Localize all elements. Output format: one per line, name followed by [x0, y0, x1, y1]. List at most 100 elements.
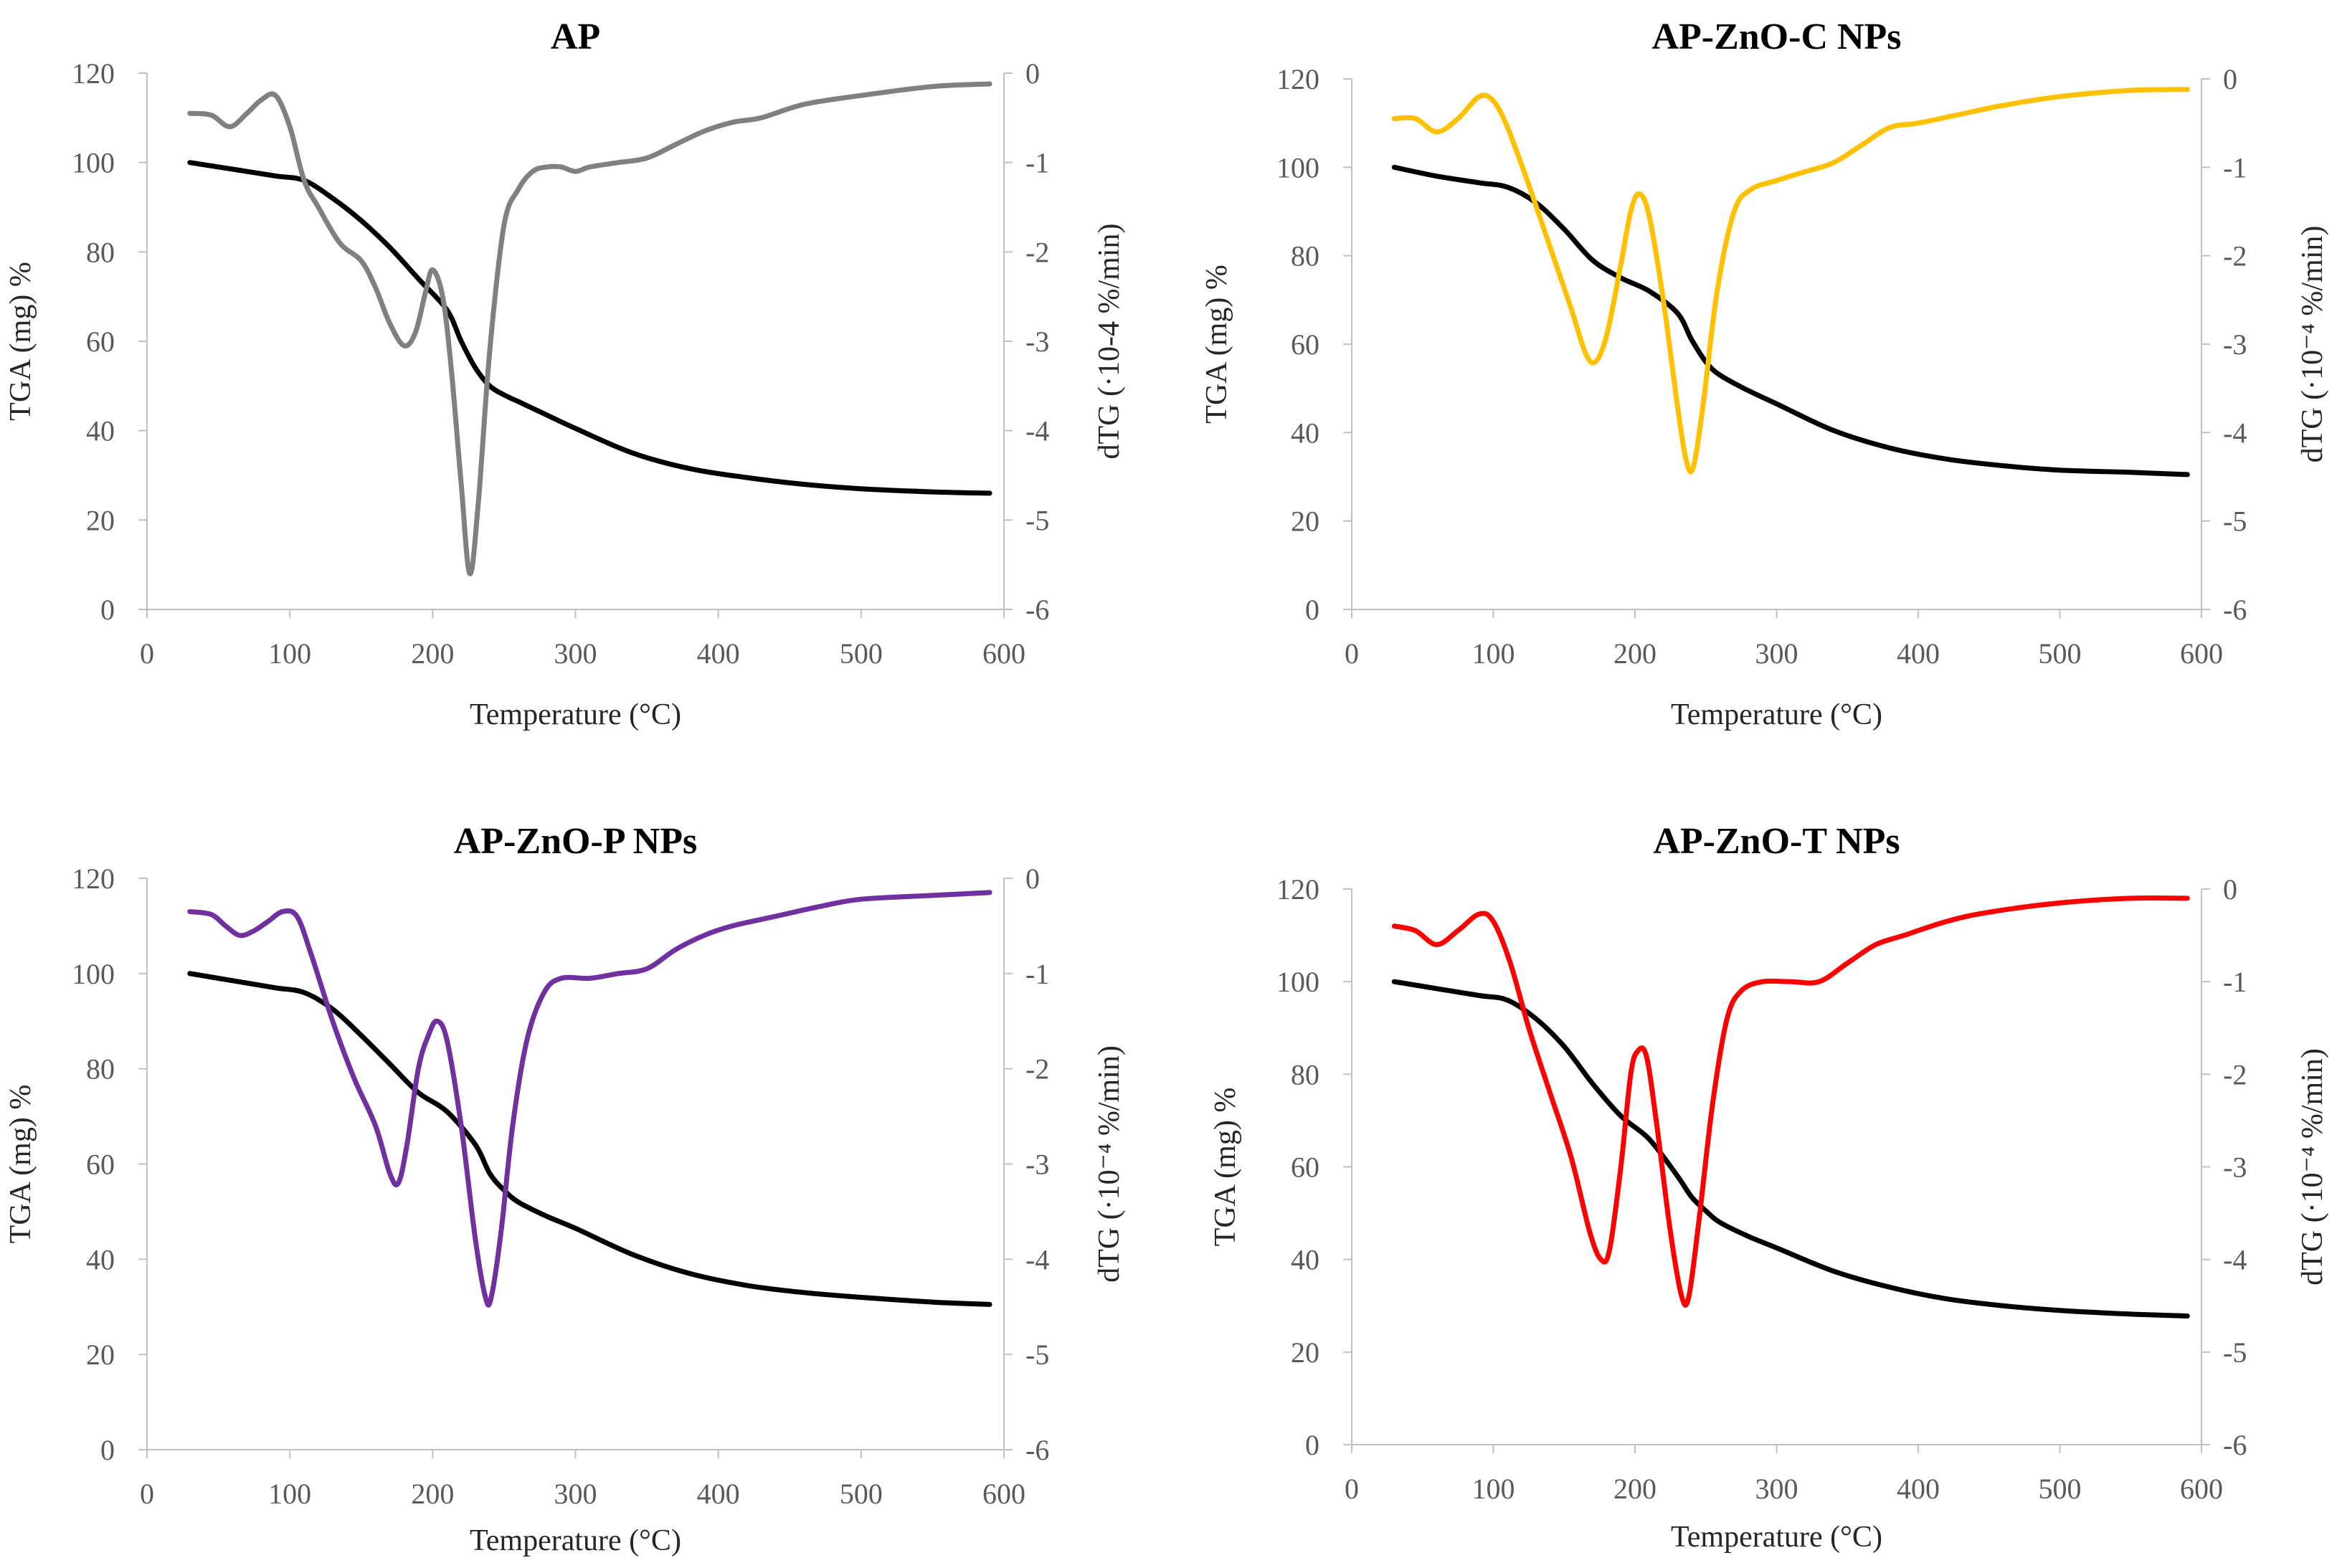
chart-title: AP-ZnO-T NPs	[1653, 821, 1900, 862]
x-tick-label: 0	[140, 1478, 154, 1510]
x-axis-label: Temperature (°C)	[470, 1524, 681, 1557]
y2-tick-label: -3	[1025, 326, 1049, 358]
y-tick-label: 100	[1276, 966, 1319, 998]
tga-series-line	[1391, 164, 2190, 477]
y-tick-label: 80	[1291, 240, 1319, 272]
y2-tick-label: -2	[1025, 236, 1049, 268]
y-tick-label: 80	[1291, 1058, 1319, 1091]
y2-axis-label: dTG (·10-4 %/min)	[1093, 224, 1126, 460]
chart-panel-ap-zno-c: AP-ZnO-C NPs Temperature (°C) TGA (mg) %…	[1200, 16, 2329, 731]
x-tick-label: 400	[697, 1478, 740, 1510]
y-tick-label: 120	[1276, 873, 1319, 906]
tga-series-line	[1391, 979, 2190, 1318]
y-tick-label: 0	[1305, 594, 1319, 626]
x-tick-label: 100	[268, 637, 311, 670]
y-tick-label: 120	[72, 863, 115, 895]
y-tick-label: 60	[86, 326, 115, 358]
dtg-series-line	[1391, 87, 2190, 475]
y-tick-label: 80	[86, 236, 115, 268]
x-tick-label: 100	[1472, 637, 1515, 670]
x-tick-label: 500	[2039, 637, 2082, 670]
y2-tick-label: -5	[2223, 1336, 2247, 1369]
y-tick-label: 0	[100, 1434, 115, 1466]
y-tick-label: 20	[86, 504, 115, 536]
y-tick-label: 60	[86, 1149, 115, 1181]
y-tick-label: 40	[86, 1243, 115, 1275]
y-tick-label: 20	[1291, 505, 1319, 538]
y-tick-label: 20	[86, 1339, 115, 1371]
y2-tick-label: -6	[2223, 1429, 2247, 1461]
y2-tick-label: -1	[1025, 147, 1049, 179]
y-tick-label: 20	[1291, 1336, 1319, 1369]
y2-tick-label: -2	[1025, 1053, 1049, 1085]
y2-tick-label: -2	[2223, 240, 2247, 272]
y2-tick-label: -5	[1025, 504, 1049, 536]
y-axis-label: TGA (mg) %	[4, 1085, 37, 1244]
chart-panel-ap: AP Temperature (°C) TGA (mg) % dTG (·10-…	[4, 16, 1126, 731]
y-tick-label: 40	[86, 415, 115, 447]
y-axis-label: TGA (mg) %	[1209, 1088, 1242, 1247]
x-tick-label: 0	[1345, 1473, 1359, 1505]
y-tick-label: 0	[100, 594, 115, 626]
x-tick-label: 600	[2180, 637, 2223, 670]
tga-series-line	[187, 160, 992, 496]
dtg-series-line	[1391, 895, 2190, 1308]
y2-tick-label: -2	[2223, 1058, 2247, 1091]
x-tick-label: 400	[1897, 1473, 1940, 1505]
y2-axis-label: dTG (·10⁻⁴ %/min)	[2296, 1048, 2329, 1286]
x-tick-label: 200	[1613, 1473, 1656, 1505]
y2-axis-label: dTG (·10⁻⁴ %/min)	[2296, 226, 2329, 463]
y2-tick-label: -6	[2223, 594, 2247, 626]
y-tick-label: 40	[1291, 1244, 1319, 1276]
y2-tick-label: -4	[2223, 1244, 2247, 1276]
y2-tick-label: -4	[1025, 415, 1049, 447]
y-tick-label: 100	[72, 147, 115, 179]
chart-panel-ap-zno-p: AP-ZnO-P NPs Temperature (°C) TGA (mg) %…	[4, 821, 1126, 1557]
y-axis-label: TGA (mg) %	[1200, 265, 1233, 424]
x-tick-label: 600	[2180, 1473, 2223, 1505]
y2-tick-label: -4	[1025, 1243, 1049, 1275]
y-tick-label: 60	[1291, 328, 1319, 361]
y-tick-label: 100	[1276, 151, 1319, 184]
tga-series-line	[187, 971, 992, 1307]
x-axis-label: Temperature (°C)	[470, 698, 681, 731]
x-tick-label: 300	[554, 637, 597, 670]
y2-tick-label: -5	[1025, 1339, 1049, 1371]
y2-tick-label: 0	[2223, 873, 2237, 906]
x-tick-label: 600	[982, 637, 1025, 670]
y2-tick-label: 0	[2223, 63, 2237, 95]
x-tick-label: 400	[697, 637, 740, 670]
y2-tick-label: -3	[1025, 1149, 1049, 1181]
chart-title: AP	[551, 16, 600, 57]
y2-tick-label: 0	[1025, 863, 1040, 895]
y-tick-label: 60	[1291, 1151, 1319, 1184]
y-tick-label: 100	[72, 958, 115, 990]
x-axis-label: Temperature (°C)	[1671, 1521, 1882, 1554]
chart-panel-ap-zno-t: AP-ZnO-T NPs Temperature (°C) TGA (mg) %…	[1209, 821, 2329, 1554]
x-tick-label: 200	[411, 1478, 454, 1510]
x-tick-label: 300	[1755, 1473, 1798, 1505]
x-tick-label: 500	[840, 637, 883, 670]
y2-tick-label: -1	[2223, 151, 2247, 184]
x-tick-label: 100	[268, 1478, 311, 1510]
dtg-series-line	[187, 81, 992, 576]
y-tick-label: 120	[72, 57, 115, 90]
x-tick-label: 100	[1472, 1473, 1515, 1505]
y2-tick-label: -1	[2223, 966, 2247, 998]
x-tick-label: 300	[1755, 637, 1798, 670]
y-tick-label: 120	[1276, 63, 1319, 95]
y2-tick-label: -1	[1025, 958, 1049, 990]
x-tick-label: 600	[982, 1478, 1025, 1510]
y2-axis-label: dTG (·10⁻⁴ %/min)	[1093, 1045, 1126, 1283]
dtg-series-line	[187, 890, 992, 1308]
chart-title: AP-ZnO-P NPs	[454, 821, 697, 862]
x-tick-label: 500	[2039, 1473, 2082, 1505]
x-tick-label: 200	[1613, 637, 1656, 670]
y2-tick-label: -3	[2223, 1151, 2247, 1184]
y-tick-label: 80	[86, 1053, 115, 1085]
y2-tick-label: -4	[2223, 417, 2247, 449]
x-tick-label: 0	[1345, 637, 1359, 670]
y-tick-label: 40	[1291, 417, 1319, 449]
y2-tick-label: -5	[2223, 505, 2247, 538]
